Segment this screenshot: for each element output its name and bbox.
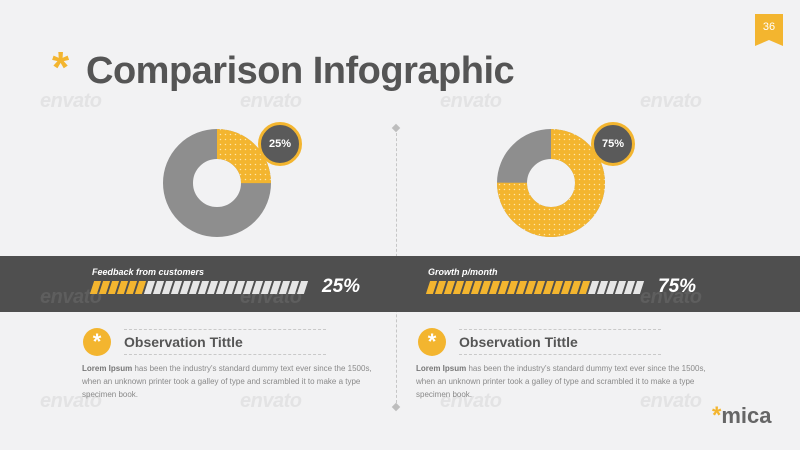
divider-dot	[391, 402, 401, 412]
right-bar-value: 75%	[658, 276, 697, 297]
left-bar-value: 25%	[322, 276, 361, 297]
divider-dot	[391, 123, 401, 133]
watermark: envato	[640, 390, 702, 412]
logo-asterisk-icon: *	[712, 402, 722, 429]
progress-band: envato envato envato Feedback from custo…	[0, 256, 800, 312]
watermark: envato	[40, 390, 102, 412]
watermark: envato	[40, 90, 102, 112]
watermark: envato	[640, 90, 702, 112]
left-observation-title: Observation Tittle	[124, 334, 243, 350]
page-title: Comparison Infographic	[86, 50, 515, 92]
page-number-badge: 36	[755, 14, 783, 46]
mica-logo: *mica	[712, 402, 772, 430]
right-observation-title: Observation Tittle	[459, 334, 578, 350]
left-title-rule	[124, 354, 326, 355]
right-title-rule	[459, 354, 661, 355]
watermark: envato	[640, 286, 702, 308]
right-bar-label: Growth p/month	[428, 267, 498, 277]
left-observation-lead: Lorem Ipsum	[82, 364, 133, 373]
left-observation-body: has been the industry's standard dummy t…	[82, 364, 372, 399]
left-title-rule	[124, 329, 326, 330]
right-donut-value-slice	[497, 129, 605, 237]
right-observation-lead: Lorem Ipsum	[416, 364, 467, 373]
left-progress-bar	[89, 281, 309, 294]
title-asterisk-icon: *	[52, 43, 70, 92]
right-observation-body: has been the industry's standard dummy t…	[416, 364, 706, 399]
right-percent-badge: 75%	[591, 122, 635, 166]
left-bar-label: Feedback from customers	[92, 267, 205, 277]
progress-segment-empty	[296, 281, 309, 294]
left-asterisk-icon: *	[83, 328, 111, 356]
watermark: envato	[40, 286, 102, 308]
right-donut-chart	[497, 129, 605, 237]
left-observation-text: Lorem Ipsum has been the industry's stan…	[82, 362, 382, 401]
watermark: envato	[440, 390, 502, 412]
right-title-rule	[459, 329, 661, 330]
watermark: envato	[440, 90, 502, 112]
watermark: envato	[240, 390, 302, 412]
right-progress-bar	[425, 281, 645, 294]
right-asterisk-icon: *	[418, 328, 446, 356]
watermark: envato	[240, 90, 302, 112]
right-observation-text: Lorem Ipsum has been the industry's stan…	[416, 362, 716, 401]
logo-name: mica	[721, 403, 772, 428]
left-percent-badge: 25%	[258, 122, 302, 166]
left-donut-value-slice	[163, 129, 271, 237]
left-donut-chart	[163, 129, 271, 237]
